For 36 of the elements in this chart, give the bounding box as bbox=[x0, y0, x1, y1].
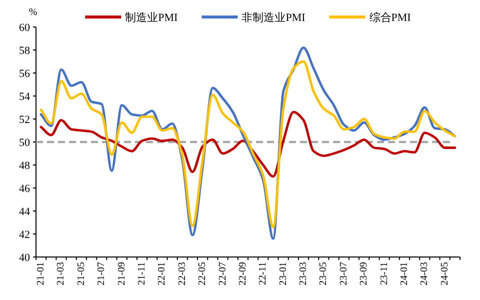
y-tick-label: 58 bbox=[19, 45, 30, 57]
legend-label: 制造业PMI bbox=[125, 11, 178, 24]
x-tick-label: 21-01 bbox=[36, 262, 47, 286]
y-tick-label: 44 bbox=[19, 206, 30, 218]
y-tick-label: 48 bbox=[19, 160, 30, 172]
x-tick-label: 22-11 bbox=[258, 262, 269, 285]
legend-label: 非制造业PMI bbox=[242, 11, 306, 24]
x-tick-label: 21-05 bbox=[76, 262, 87, 286]
x-tick-label: 21-09 bbox=[116, 262, 128, 286]
x-tick-label: 23-03 bbox=[298, 262, 310, 286]
x-tick-label: 24-01 bbox=[398, 262, 410, 286]
y-tick-label: 60 bbox=[19, 22, 30, 34]
x-tick-label: 23-05 bbox=[318, 262, 330, 286]
x-tick-label: 24-05 bbox=[439, 262, 450, 286]
y-tick-label: 50 bbox=[19, 137, 30, 149]
x-tick-label: 23-07 bbox=[338, 262, 350, 286]
x-tick-label: 23-09 bbox=[358, 262, 370, 286]
x-tick-label: 24-03 bbox=[419, 262, 430, 286]
y-tick-label: 40 bbox=[19, 252, 30, 264]
x-tick-label: 21-03 bbox=[56, 262, 67, 286]
x-tick-label: 21-11 bbox=[136, 262, 148, 285]
x-tick-label: 21-07 bbox=[96, 262, 108, 286]
y-tick-label: 56 bbox=[19, 68, 30, 80]
x-tick-label: 23-01 bbox=[278, 262, 289, 286]
x-tick-label: 22-05 bbox=[197, 262, 208, 286]
x-tick-label: 22-09 bbox=[237, 262, 248, 286]
legend-label: 综合PMI bbox=[369, 11, 412, 24]
x-tick-label: 23-11 bbox=[378, 262, 390, 285]
x-tick-label: 22-03 bbox=[176, 262, 188, 286]
y-axis-title: % bbox=[28, 7, 38, 18]
y-tick-label: 52 bbox=[19, 114, 30, 126]
y-tick-label: 42 bbox=[19, 229, 30, 241]
x-tick-label: 22-07 bbox=[217, 262, 228, 286]
y-tick-label: 46 bbox=[19, 183, 30, 195]
x-tick-label: 22-01 bbox=[156, 262, 168, 286]
y-tick-label: 54 bbox=[19, 91, 30, 103]
